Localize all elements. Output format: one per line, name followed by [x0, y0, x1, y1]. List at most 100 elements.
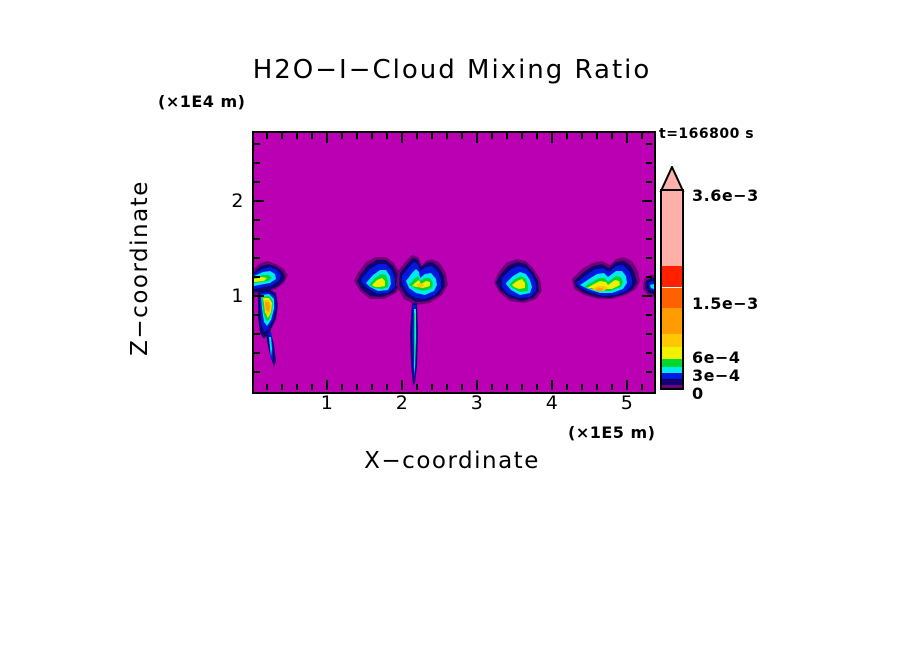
- y-tick-label: 2: [231, 190, 244, 212]
- x-minor-tick: [611, 384, 613, 390]
- x-tick-label: 3: [470, 392, 484, 414]
- y-minor-tick-right: [646, 276, 652, 278]
- contour-field: [254, 133, 654, 392]
- x-minor-tick: [491, 384, 493, 390]
- x-major-tick-top: [401, 133, 403, 143]
- x-minor-tick-top: [281, 133, 283, 139]
- x-minor-tick-top: [566, 133, 568, 139]
- x-minor-tick: [266, 384, 268, 390]
- x-minor-tick-top: [356, 133, 358, 139]
- colorbar-label: 3e−4: [692, 366, 741, 385]
- x-major-tick: [401, 380, 403, 390]
- x-minor-tick: [371, 384, 373, 390]
- x-tick-label: 5: [620, 392, 634, 414]
- y-major-tick: [254, 295, 264, 297]
- y-axis-multiplier-label: (×1E4 m): [158, 92, 246, 111]
- x-minor-tick: [281, 384, 283, 390]
- colorbar-segment: [662, 372, 682, 379]
- y-minor-tick-right: [646, 181, 652, 183]
- y-axis-title: Z−coordinate: [127, 180, 153, 356]
- cloud-cell-2: [354, 257, 402, 299]
- y-minor-tick: [254, 181, 260, 183]
- y-tick-label: 1: [231, 285, 244, 307]
- y-minor-tick: [254, 314, 260, 316]
- y-minor-tick: [254, 257, 260, 259]
- x-major-tick: [476, 380, 478, 390]
- colorbar-segment: [662, 307, 682, 334]
- x-minor-tick: [311, 384, 313, 390]
- y-major-tick: [254, 200, 264, 202]
- y-minor-tick: [254, 371, 260, 373]
- x-minor-tick-top: [536, 133, 538, 139]
- x-minor-tick: [356, 384, 358, 390]
- x-minor-tick-top: [596, 133, 598, 139]
- x-minor-tick: [581, 384, 583, 390]
- x-minor-tick: [536, 384, 538, 390]
- x-minor-tick-top: [491, 133, 493, 139]
- x-major-tick: [551, 380, 553, 390]
- x-minor-tick-top: [506, 133, 508, 139]
- y-minor-tick-right: [646, 162, 652, 164]
- y-minor-tick-right: [646, 371, 652, 373]
- y-minor-tick-right: [646, 352, 652, 354]
- x-minor-tick-top: [311, 133, 313, 139]
- cloud-cell-5: [572, 257, 654, 299]
- timestamp-label: t=166800 s: [659, 126, 755, 142]
- x-minor-tick-top: [446, 133, 448, 139]
- x-tick-label: 2: [395, 392, 409, 414]
- y-minor-tick: [254, 352, 260, 354]
- x-minor-tick: [521, 384, 523, 390]
- colorbar-segment: [662, 287, 682, 308]
- x-minor-tick: [506, 384, 508, 390]
- x-minor-tick: [386, 384, 388, 390]
- x-minor-tick-top: [266, 133, 268, 139]
- cloud-cell-4: [494, 259, 542, 303]
- x-minor-tick: [446, 384, 448, 390]
- colorbar: [660, 189, 684, 390]
- cloud-cell-left: [254, 261, 288, 367]
- colorbar-segment: [662, 346, 682, 359]
- x-minor-tick-top: [371, 133, 373, 139]
- colorbar-segment: [662, 384, 682, 388]
- x-tick-label: 1: [320, 392, 334, 414]
- y-minor-tick-right: [646, 257, 652, 259]
- colorbar-segment: [662, 378, 682, 385]
- y-major-tick-right: [642, 200, 652, 202]
- x-minor-tick-top: [296, 133, 298, 139]
- y-minor-tick-right: [646, 333, 652, 335]
- colorbar-segment: [662, 191, 682, 267]
- y-minor-tick-right: [646, 219, 652, 221]
- cloud-cell-3: [396, 255, 448, 385]
- colorbar-segment: [662, 333, 682, 347]
- x-axis-multiplier-label: (×1E5 m): [568, 423, 656, 442]
- y-minor-tick-right: [646, 143, 652, 145]
- x-axis-title: X−coordinate: [364, 448, 540, 474]
- x-minor-tick-top: [581, 133, 583, 139]
- x-major-tick: [626, 380, 628, 390]
- colorbar-label: 6e−4: [692, 348, 741, 367]
- y-minor-tick: [254, 162, 260, 164]
- x-minor-tick-top: [611, 133, 613, 139]
- x-minor-tick-top: [431, 133, 433, 139]
- x-minor-tick-top: [461, 133, 463, 139]
- y-minor-tick: [254, 143, 260, 145]
- y-minor-tick-right: [646, 238, 652, 240]
- x-minor-tick: [566, 384, 568, 390]
- x-major-tick-top: [326, 133, 328, 143]
- colorbar-segment: [662, 389, 682, 390]
- x-minor-tick: [341, 384, 343, 390]
- x-tick-label: 4: [545, 392, 559, 414]
- plot-area: [252, 131, 656, 394]
- y-minor-tick: [254, 238, 260, 240]
- y-major-tick-right: [642, 295, 652, 297]
- y-minor-tick-right: [646, 314, 652, 316]
- colorbar-segment: [662, 266, 682, 288]
- x-major-tick-top: [626, 133, 628, 143]
- colorbar-label-max: 3.6e−3: [692, 186, 759, 205]
- y-minor-tick: [254, 219, 260, 221]
- x-minor-tick-top: [641, 133, 643, 139]
- background-level: [254, 133, 654, 392]
- page-title: H2O−I−Cloud Mixing Ratio: [252, 55, 652, 85]
- x-minor-tick-top: [416, 133, 418, 139]
